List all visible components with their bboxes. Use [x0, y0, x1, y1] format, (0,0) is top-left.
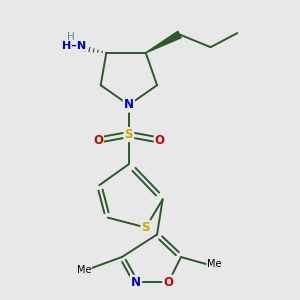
Text: O: O	[163, 276, 173, 289]
Text: N: N	[131, 276, 141, 289]
Text: O: O	[155, 134, 165, 147]
Text: O: O	[93, 134, 103, 147]
Text: S: S	[124, 128, 133, 141]
Text: H: H	[67, 32, 75, 42]
Text: H–N: H–N	[62, 41, 86, 51]
Polygon shape	[146, 31, 181, 53]
Text: Me: Me	[76, 265, 91, 275]
Text: Me: Me	[207, 259, 221, 269]
Text: N: N	[124, 98, 134, 111]
Text: S: S	[142, 221, 150, 234]
